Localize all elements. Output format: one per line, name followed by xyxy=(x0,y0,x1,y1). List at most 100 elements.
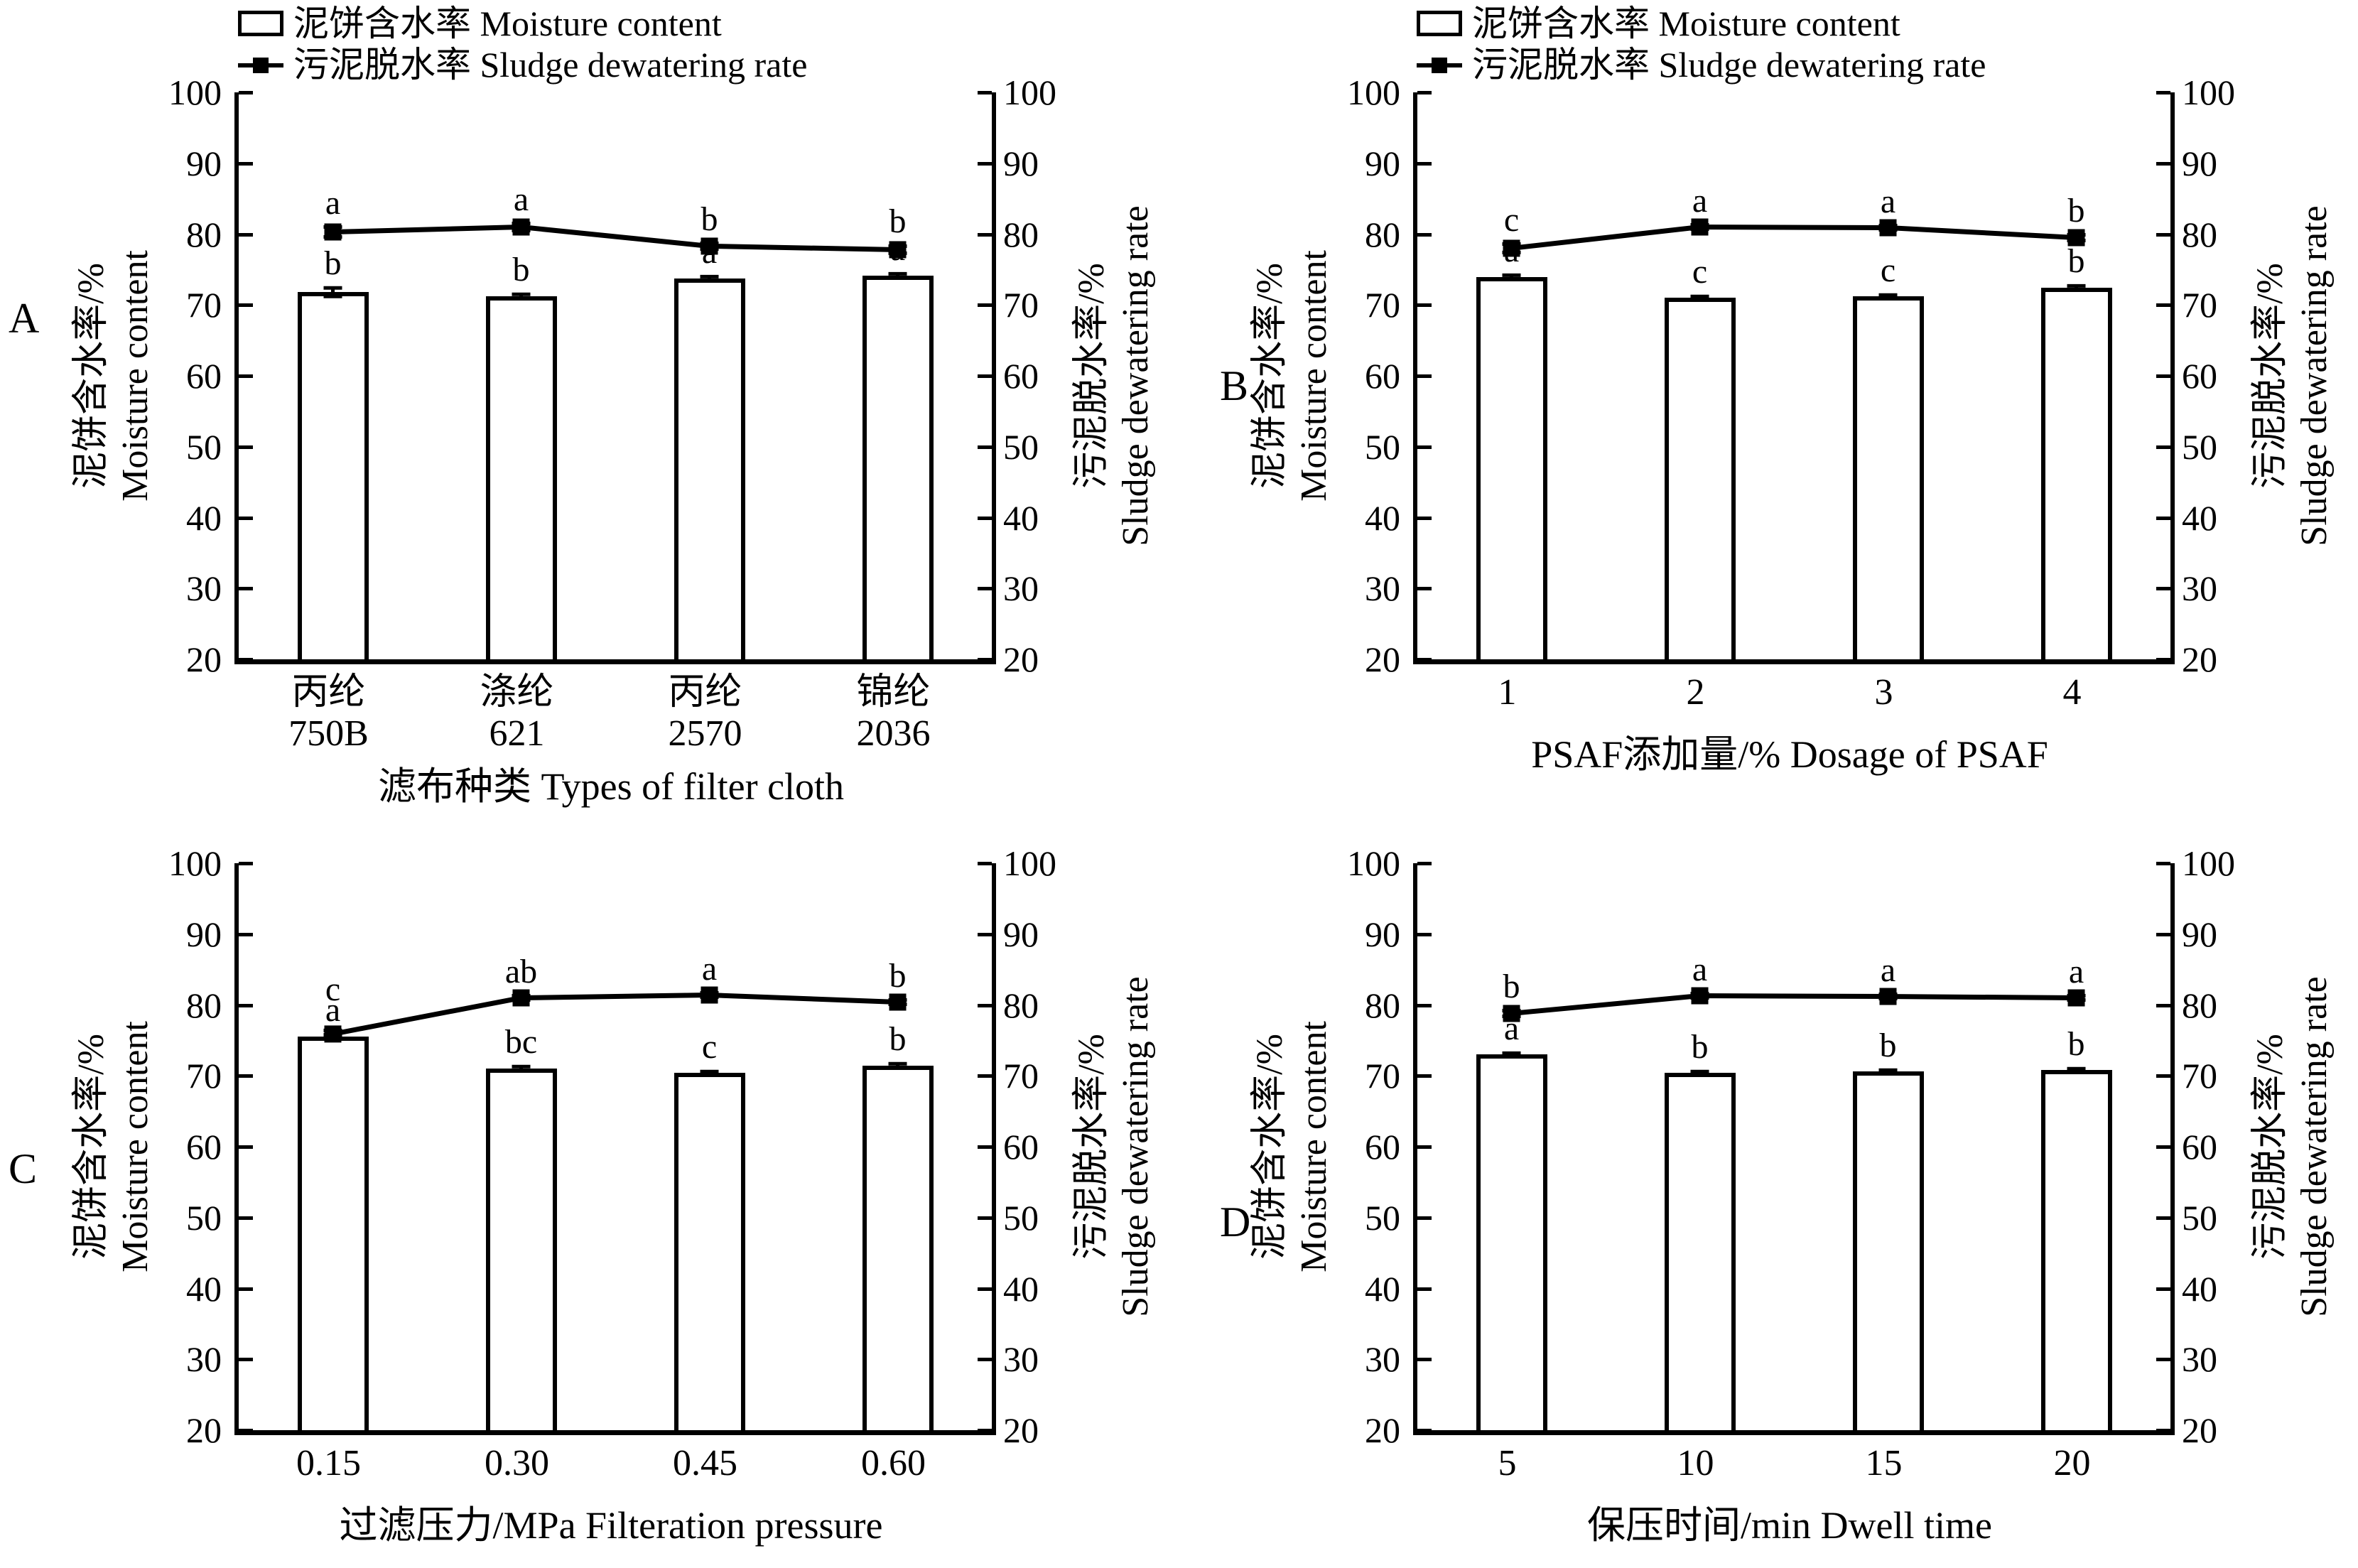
y-tick-label-right: 50 xyxy=(2182,1197,2217,1238)
y-tick-label-right: 80 xyxy=(1003,214,1039,254)
y-tick-mark xyxy=(239,1145,253,1149)
square-marker xyxy=(889,241,907,259)
x-tick-label: 1 xyxy=(1498,672,1517,713)
y-tick-label-right: 90 xyxy=(1003,914,1039,954)
line-significance-letter: a xyxy=(1880,182,1896,220)
y-tick-mark xyxy=(1417,1287,1432,1291)
x-tick-label: 涤纶 621 xyxy=(480,672,553,755)
axis-title-line: Sludge dewatering rate xyxy=(2294,976,2335,1317)
line-significance-letter: c xyxy=(1503,200,1520,239)
y-tick-mark xyxy=(239,1216,253,1220)
y-tick-mark xyxy=(239,91,253,94)
bar-significance-letter: c xyxy=(1880,252,1896,290)
y-tick-mark xyxy=(239,232,253,237)
line-significance-letter: b xyxy=(1503,967,1520,1005)
y-tick-label-left: 80 xyxy=(186,214,222,254)
line-significance-letter: b xyxy=(889,202,907,241)
x-tick-label: 2 xyxy=(1687,672,1705,713)
y-tick-label-right: 70 xyxy=(2182,1056,2217,1096)
axis-title-line: Sludge dewatering rate xyxy=(1115,976,1156,1317)
y-tick-mark xyxy=(978,932,992,936)
panel-label-A: A xyxy=(9,295,40,342)
dewatering-line xyxy=(1511,225,2077,251)
y-tick-mark xyxy=(1417,232,1432,237)
y-tick-label-right: 90 xyxy=(1003,143,1039,183)
bar-significance-letter: b xyxy=(512,251,530,289)
y-tick-mark xyxy=(978,303,992,308)
y-tick-mark xyxy=(239,1358,253,1362)
y-tick-label-right: 20 xyxy=(2182,1410,2217,1450)
legend-label: 污泥脱水率 Sludge dewatering rate xyxy=(293,45,808,85)
square-marker xyxy=(2067,989,2085,1007)
bar-significance-letter: b xyxy=(2067,242,2085,281)
y-tick-mark xyxy=(2156,658,2170,661)
moisture-bar xyxy=(674,279,745,659)
y-tick-mark xyxy=(239,1287,253,1291)
y-tick-mark xyxy=(978,445,992,449)
y-tick-label-right: 30 xyxy=(1003,568,1039,609)
moisture-bar xyxy=(1664,298,1736,659)
y-tick-label-left: 20 xyxy=(186,639,222,679)
y-tick-mark xyxy=(1417,303,1432,308)
y-tick-label-right: 100 xyxy=(2182,72,2235,112)
line-significance-letter: b xyxy=(889,956,907,995)
y-tick-label-left: 30 xyxy=(186,568,222,609)
x-tick-label-line: 锦纶 xyxy=(856,672,931,713)
y-tick-label-left: 100 xyxy=(1347,843,1400,883)
axis-title-line: Sludge dewatering rate xyxy=(1115,205,1156,546)
x-tick-label-line: 0.45 xyxy=(673,1443,737,1483)
chart-panel-A: 泥饼含水率 Moisture content 污泥脱水率 Sludge dewat… xyxy=(0,0,1179,810)
x-axis-title: 保压时间/min Dwell time xyxy=(1587,1504,1992,1547)
y-tick-mark xyxy=(2156,1429,2170,1432)
y-tick-mark xyxy=(2156,516,2170,520)
y-tick-mark xyxy=(1417,161,1432,166)
y-tick-mark xyxy=(978,1003,992,1007)
line-significance-letter: a xyxy=(513,180,529,218)
y-tick-label-left: 20 xyxy=(1365,1410,1400,1450)
y-tick-label-right: 20 xyxy=(1003,1410,1039,1450)
x-tick-label-line: 621 xyxy=(489,713,545,754)
y-tick-label-left: 90 xyxy=(186,914,222,954)
bar-significance-letter: c xyxy=(1692,253,1708,291)
x-tick-label-line: 20 xyxy=(2053,1443,2091,1483)
line-significance-letter: a xyxy=(1692,950,1708,988)
y-tick-label-right: 100 xyxy=(1003,843,1056,883)
y-tick-mark xyxy=(239,516,253,520)
y-tick-label-left: 60 xyxy=(186,1127,222,1167)
moisture-bar xyxy=(1852,1071,1924,1430)
x-tick-label-line: 丙纶 xyxy=(291,672,366,713)
line-significance-letter: a xyxy=(2068,952,2084,990)
y-tick-mark xyxy=(2156,1003,2170,1007)
bar-swatch-icon xyxy=(238,11,283,36)
bar-significance-letter: b xyxy=(324,244,342,283)
line-significance-letter: a xyxy=(325,183,341,222)
legend-label: 泥饼含水率 Moisture content xyxy=(1472,4,1900,43)
plot-area: a c bc ab c a b b xyxy=(234,862,996,1435)
y-tick-label-right: 60 xyxy=(2182,356,2217,396)
dewatering-line-chart xyxy=(323,218,907,301)
x-tick-label-line: 丙纶 xyxy=(668,672,742,713)
line-marker-icon xyxy=(238,52,283,77)
y-tick-mark xyxy=(239,1429,253,1432)
y-tick-mark xyxy=(978,1216,992,1220)
bar-significance-letter: a xyxy=(889,230,906,269)
y-tick-mark xyxy=(1417,1003,1432,1007)
y-tick-mark xyxy=(978,658,992,661)
y-tick-mark xyxy=(978,1429,992,1432)
bar-significance-letter: b xyxy=(889,1020,907,1059)
x-tick-label-line: 5 xyxy=(1498,1443,1517,1483)
y-tick-label-left: 20 xyxy=(1365,639,1400,679)
x-tick-label-line: 涤纶 xyxy=(480,672,554,713)
square-marker xyxy=(324,1025,342,1043)
y-tick-mark xyxy=(1417,1429,1432,1432)
line-significance-letter: b xyxy=(2067,191,2085,229)
y-tick-label-right: 80 xyxy=(1003,985,1039,1025)
y-tick-mark xyxy=(2156,232,2170,237)
y-tick-label-left: 70 xyxy=(186,1056,222,1096)
y-tick-label-right: 70 xyxy=(1003,285,1039,325)
square-marker xyxy=(1879,219,1897,237)
panel-label-C: C xyxy=(9,1145,38,1192)
square-marker xyxy=(324,223,342,241)
